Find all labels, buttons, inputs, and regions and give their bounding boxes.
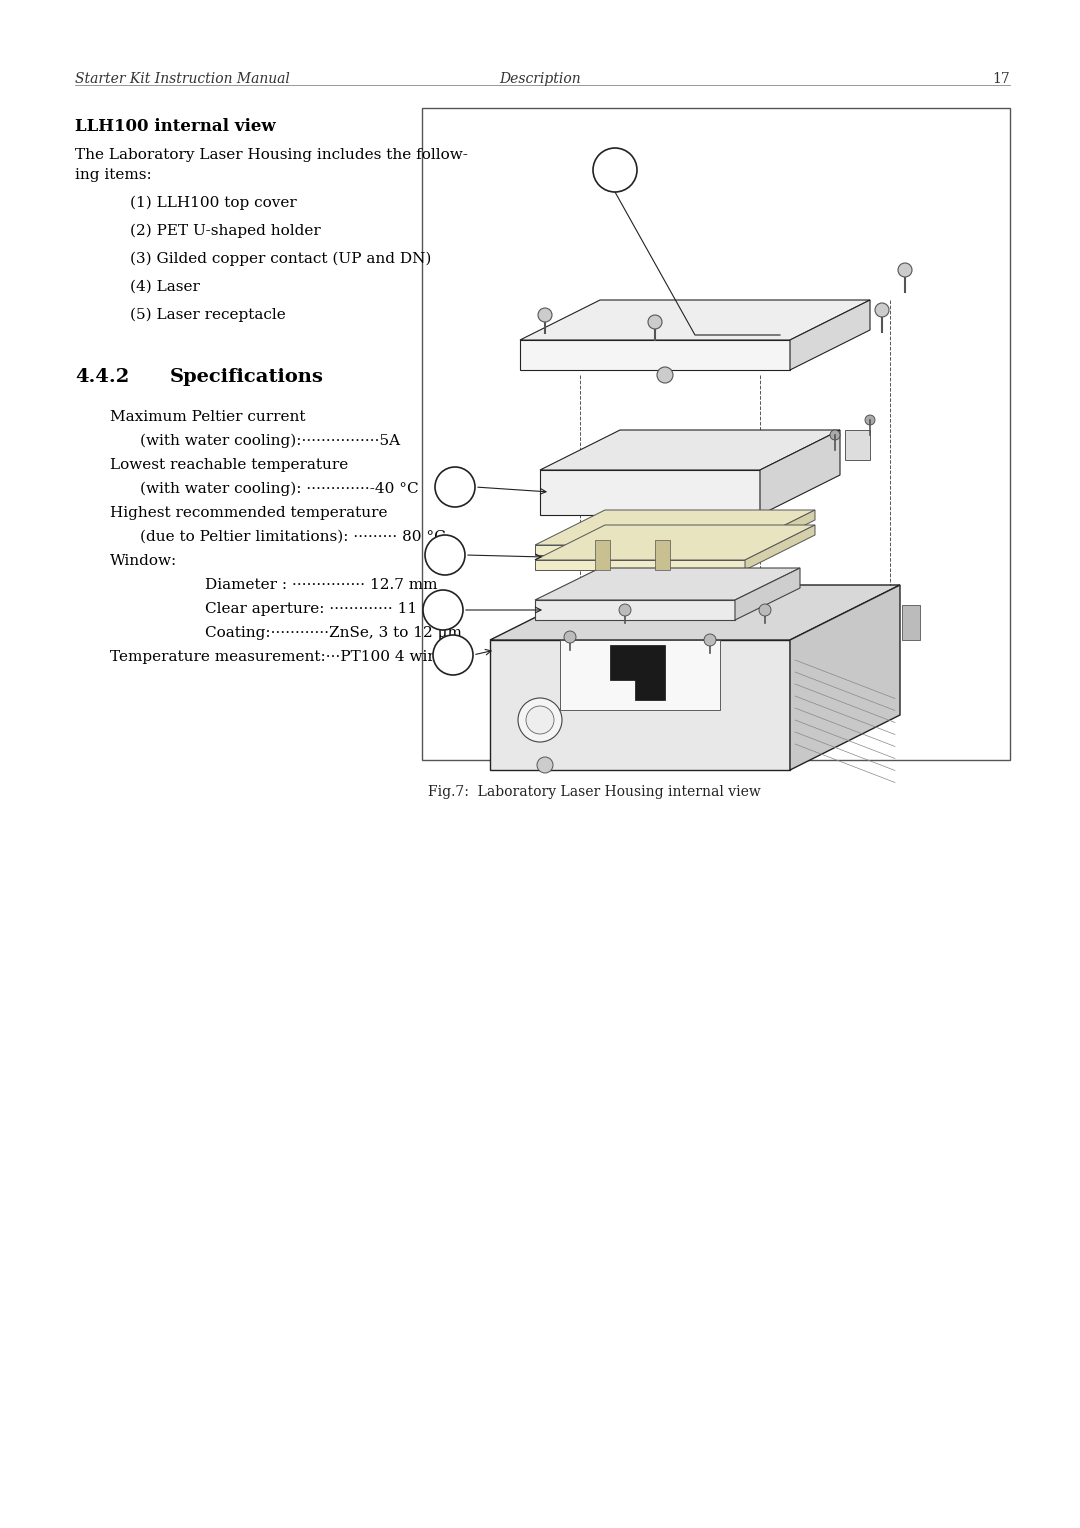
Circle shape — [619, 604, 631, 616]
Polygon shape — [535, 526, 815, 559]
Circle shape — [433, 636, 473, 675]
Circle shape — [657, 367, 673, 384]
Circle shape — [426, 535, 465, 575]
Text: (with water cooling):················5A: (with water cooling):················5A — [140, 434, 400, 448]
Text: (5) Laser receptacle: (5) Laser receptacle — [130, 309, 286, 322]
Circle shape — [593, 148, 637, 193]
Text: Diameter : ··············· 12.7 mm: Diameter : ··············· 12.7 mm — [205, 578, 437, 591]
Text: Description: Description — [499, 72, 581, 86]
Circle shape — [704, 634, 716, 646]
Text: (2) PET U-shaped holder: (2) PET U-shaped holder — [130, 225, 321, 238]
Text: Fig.7:  Laboratory Laser Housing internal view: Fig.7: Laboratory Laser Housing internal… — [428, 785, 760, 799]
Polygon shape — [760, 429, 840, 515]
Polygon shape — [519, 341, 789, 370]
Text: (1) LLH100 top cover: (1) LLH100 top cover — [130, 196, 297, 211]
Text: Atom Lasers: Atom Lasers — [650, 740, 698, 749]
Polygon shape — [540, 429, 840, 471]
Polygon shape — [845, 429, 870, 460]
Text: ing items:: ing items: — [75, 168, 152, 182]
Text: (3) Gilded copper contact (UP and DN): (3) Gilded copper contact (UP and DN) — [130, 252, 431, 266]
Circle shape — [759, 604, 771, 616]
Circle shape — [897, 263, 912, 277]
Polygon shape — [561, 640, 720, 711]
Circle shape — [564, 631, 576, 643]
Polygon shape — [595, 539, 610, 570]
Text: 4.4.2: 4.4.2 — [75, 368, 130, 387]
Circle shape — [831, 429, 840, 440]
Text: Clear aperture: ············· 11 mm: Clear aperture: ············· 11 mm — [205, 602, 450, 616]
Polygon shape — [789, 299, 870, 370]
Polygon shape — [735, 568, 800, 620]
Circle shape — [435, 468, 475, 507]
Bar — [422, 108, 1010, 759]
Circle shape — [526, 706, 554, 733]
Polygon shape — [610, 645, 665, 700]
Circle shape — [537, 756, 553, 773]
Text: (due to Peltier limitations): ········· 80 °C: (due to Peltier limitations): ········· … — [140, 530, 446, 544]
Polygon shape — [490, 585, 900, 640]
Circle shape — [423, 590, 463, 630]
Circle shape — [865, 416, 875, 425]
Circle shape — [875, 303, 889, 316]
Text: Temperature measurement:···PT100 4 wires: Temperature measurement:···PT100 4 wires — [110, 649, 451, 665]
Text: The Laboratory Laser Housing includes the follow-: The Laboratory Laser Housing includes th… — [75, 148, 468, 162]
Text: Maximum Peltier current: Maximum Peltier current — [110, 410, 306, 423]
Polygon shape — [745, 526, 815, 570]
Polygon shape — [535, 545, 745, 555]
Text: (4) Laser: (4) Laser — [130, 280, 200, 293]
Circle shape — [538, 309, 552, 322]
Text: Window:: Window: — [110, 555, 177, 568]
Circle shape — [648, 315, 662, 329]
Text: Coating:············ZnSe, 3 to 12 μm: Coating:············ZnSe, 3 to 12 μm — [205, 626, 462, 640]
Text: 4: 4 — [437, 610, 448, 626]
Text: Lowest reachable temperature: Lowest reachable temperature — [110, 458, 348, 472]
Text: 1: 1 — [609, 170, 621, 186]
Text: LLH100 internal view: LLH100 internal view — [75, 118, 275, 134]
Text: 5: 5 — [447, 654, 459, 672]
Polygon shape — [654, 539, 670, 570]
Text: Specifications: Specifications — [170, 368, 324, 387]
Text: 17: 17 — [993, 72, 1010, 86]
Text: Starter Kit Instruction Manual: Starter Kit Instruction Manual — [75, 72, 289, 86]
Circle shape — [518, 698, 562, 743]
Polygon shape — [745, 510, 815, 555]
Text: 2: 2 — [449, 486, 461, 504]
Polygon shape — [535, 559, 745, 570]
Polygon shape — [535, 601, 735, 620]
Polygon shape — [902, 605, 920, 640]
Text: Highest recommended temperature: Highest recommended temperature — [110, 506, 388, 520]
Text: 3: 3 — [440, 555, 450, 571]
Polygon shape — [535, 568, 800, 601]
Polygon shape — [789, 585, 900, 770]
Text: (with water cooling): ·············-40 °C: (with water cooling): ·············-40 °… — [140, 481, 419, 497]
Polygon shape — [519, 299, 870, 341]
Polygon shape — [535, 510, 815, 545]
Polygon shape — [490, 640, 789, 770]
Polygon shape — [540, 471, 760, 515]
